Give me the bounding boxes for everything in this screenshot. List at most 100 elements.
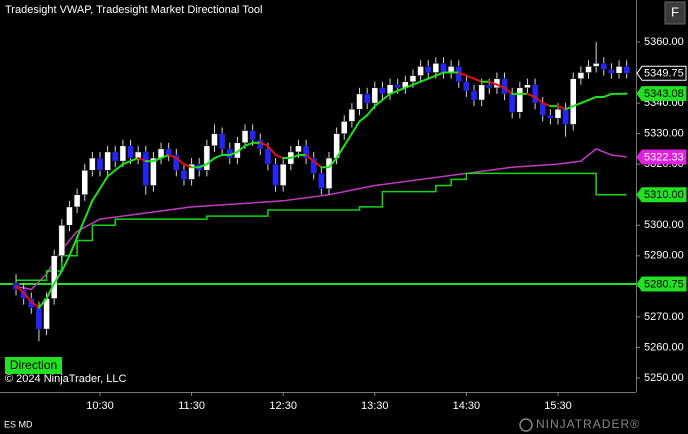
vwap-segment [465, 74, 476, 80]
vwap-segment [244, 141, 254, 147]
vwap-segment [488, 80, 498, 86]
vwap-segment [526, 92, 537, 98]
chart-title: Tradesight VWAP, Tradesight Market Direc… [5, 4, 262, 16]
candle-body [478, 84, 485, 101]
brand: NINJATRADER® [536, 417, 640, 431]
candle-body [348, 108, 356, 122]
vwap-segment [587, 95, 598, 102]
price-marker [636, 86, 687, 102]
y-tick-label: 5330.00 [644, 128, 684, 140]
price-marker-label: 5322.33 [644, 151, 684, 163]
y-tick-label: 5250.00 [644, 372, 684, 384]
vwap-segment [137, 157, 147, 163]
candle-body [188, 163, 195, 180]
candle-body [508, 93, 516, 113]
candle-body [585, 66, 592, 73]
candle-body [486, 84, 493, 89]
vwap-segment [106, 169, 117, 178]
candle-body [547, 115, 554, 119]
vwap-segment [114, 163, 124, 172]
candle-body [241, 130, 249, 144]
candle-body [432, 63, 440, 73]
candle-body [295, 145, 302, 153]
vwap-segment [60, 254, 71, 273]
price-marker-label: 5280.75 [644, 278, 684, 290]
vwap-segment [167, 153, 178, 160]
vwap-segment [236, 144, 247, 153]
candle-body [203, 145, 211, 171]
brand-icon [519, 418, 533, 432]
y-tick-label: 5360.00 [644, 36, 684, 48]
y-tick-label: 5260.00 [644, 341, 684, 353]
candle-body [341, 121, 348, 134]
vwap-segment [83, 199, 94, 221]
candle-body [379, 87, 386, 95]
price-marker [636, 187, 687, 203]
candle-body [531, 84, 539, 104]
x-tick-label: 11:30 [178, 400, 205, 412]
vwap-segment [335, 144, 346, 160]
y-tick-label: 5290.00 [644, 250, 684, 262]
vwap-segment [327, 157, 338, 169]
vwap-segment [289, 153, 300, 160]
vwap-segment [343, 132, 353, 147]
vwap-segment [564, 105, 575, 111]
candle-body [127, 145, 134, 159]
candle-body [592, 63, 600, 67]
candle-body [180, 170, 188, 180]
y-tick-label: 5300.00 [644, 219, 684, 231]
vwap-segment [358, 114, 369, 123]
x-tick-label: 12:30 [269, 400, 297, 412]
vwap-segment [259, 141, 269, 147]
vwap-segment [91, 187, 101, 202]
vwap-segment [274, 153, 285, 160]
candle-body [112, 151, 119, 162]
button[interactable] [664, 1, 686, 25]
x-tick-label: 14:30 [453, 400, 481, 412]
candle-body [615, 66, 623, 74]
candle-body [554, 108, 562, 119]
candle-body [463, 81, 470, 92]
candle-body [394, 84, 401, 89]
candle-body [570, 78, 577, 125]
copyright: © 2024 NinjaTrader, LLC [5, 373, 126, 385]
vwap-segment [175, 157, 185, 166]
y-tick-label: 5270.00 [644, 311, 684, 323]
candle-body [58, 224, 66, 257]
vwap-segment [76, 218, 86, 239]
vwap-segment [312, 160, 323, 169]
vwap-segment [45, 282, 56, 300]
vwap-segment [213, 153, 224, 160]
x-tick-label: 15:30 [544, 400, 572, 412]
x-tick-label: 10:30 [86, 400, 114, 412]
price-marker [636, 149, 687, 165]
vwap-segment [152, 157, 163, 163]
vwap-segment [396, 86, 407, 92]
button-label[interactable]: F [671, 4, 679, 19]
vwap-segment [572, 102, 582, 108]
vwap-segment [160, 153, 170, 160]
vwap-segment [30, 300, 40, 309]
candle-body [43, 298, 50, 330]
candle-body [173, 154, 180, 171]
vwap-segment [350, 120, 361, 135]
indicator-line [16, 172, 627, 281]
candle-body [524, 84, 531, 89]
plot-area [0, 41, 636, 342]
indicator-box [5, 357, 62, 374]
candle-body [104, 151, 111, 171]
vwap-segment [389, 89, 399, 95]
candle-body [211, 133, 218, 147]
candle-body [35, 307, 43, 330]
vwap-segment [121, 160, 132, 166]
candle-body [310, 157, 317, 174]
price-marker-label: 5349.75 [644, 68, 684, 80]
vwap-segment [434, 71, 445, 77]
vwap-segment [305, 153, 315, 163]
candle-body [600, 63, 608, 70]
vwap-segment [427, 74, 437, 80]
price-marker [636, 65, 687, 81]
candle-body [318, 173, 325, 189]
vwap-segment [266, 144, 277, 156]
